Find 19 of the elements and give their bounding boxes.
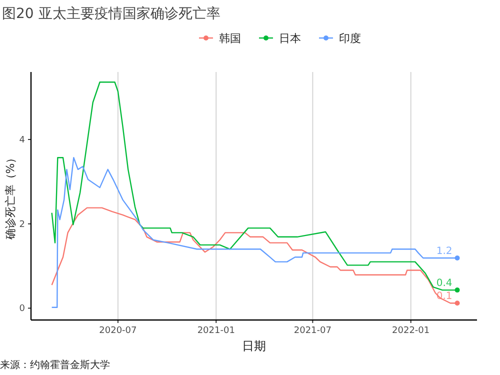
source-note: 来源：约翰霍普金斯大学 [0,359,110,371]
annotation: 1.2 [436,246,452,257]
annotation: 0.4 [436,278,452,290]
y-tick-label: 0 [19,304,26,314]
point [454,288,460,293]
x-tick-label: 2021-01 [197,326,235,336]
y-tick-label: 2 [19,220,25,230]
y-tick-label: 4 [19,135,26,146]
x-axis-title: 日期 [242,339,266,353]
point [454,300,460,306]
legend-label: 印度 [339,32,361,45]
x-tick-label: 2021-07 [294,326,332,336]
legend-label: 日本 [279,32,301,45]
legend-label: 韩国 [219,32,241,45]
chart-title: 图20 亚太主要疫情国家确诊死亡率 [2,6,220,22]
x-tick-label: 2022-01 [392,326,430,336]
y-axis-title: 确诊死亡率（%） [4,152,17,241]
x-tick-label: 2020-07 [99,326,137,336]
point [454,256,460,260]
